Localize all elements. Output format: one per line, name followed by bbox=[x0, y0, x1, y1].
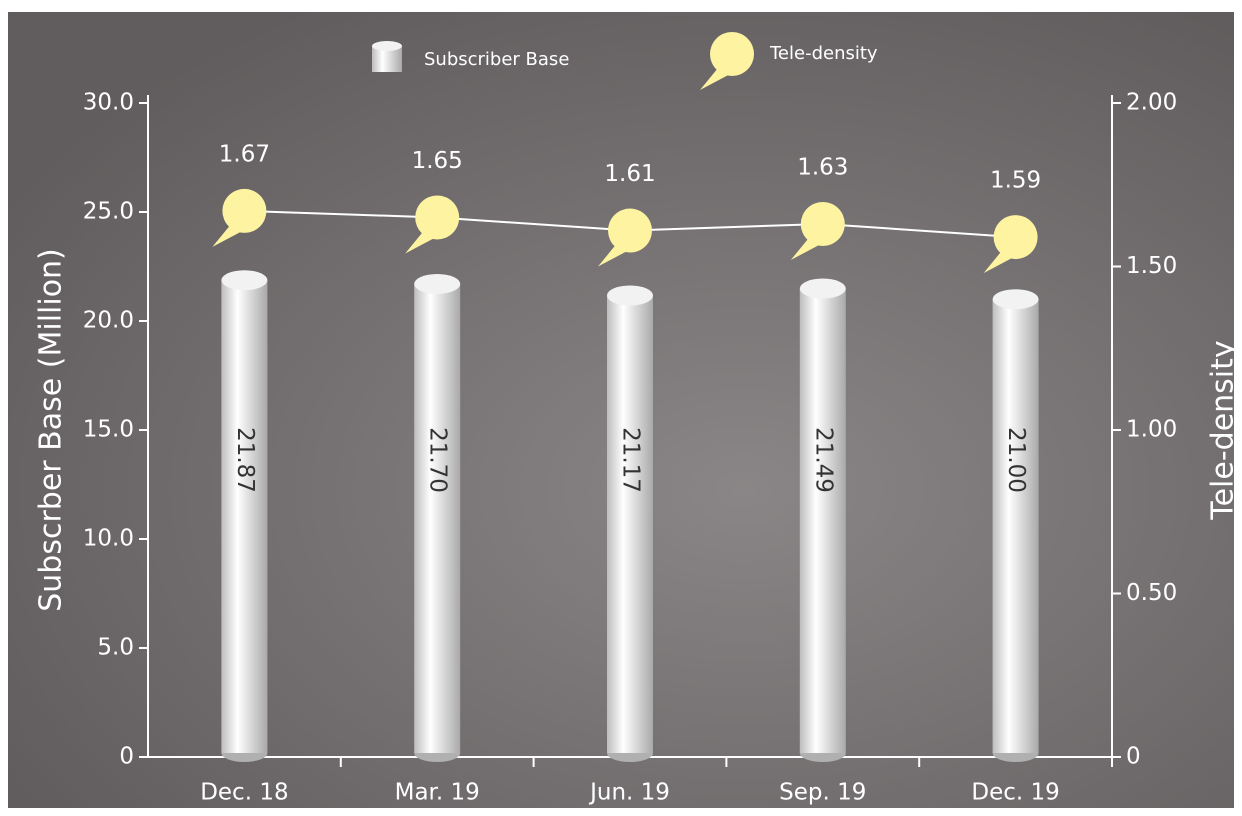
y-tick-label: 5.0 bbox=[97, 635, 134, 661]
cylinder-body bbox=[221, 280, 267, 753]
legend-swatch bbox=[372, 41, 402, 51]
cylinder-top bbox=[414, 274, 460, 294]
x-tick-label: Jun. 19 bbox=[588, 780, 670, 806]
bar-value-label: 21.17 bbox=[618, 427, 644, 493]
pin bbox=[415, 195, 459, 239]
y2-tick-label: 2.00 bbox=[1126, 90, 1177, 116]
bar-value-label: 21.00 bbox=[1003, 427, 1029, 493]
pin bbox=[801, 202, 845, 246]
x-tick-label: Sep. 19 bbox=[779, 780, 866, 806]
x-tick-label: Dec. 18 bbox=[200, 780, 288, 806]
cylinder-bar bbox=[414, 274, 460, 762]
y2-tick-label: 0 bbox=[1126, 744, 1141, 770]
cylinder-body bbox=[414, 284, 460, 753]
bar-value-label: 21.87 bbox=[232, 427, 258, 493]
cylinder-top bbox=[607, 285, 653, 305]
legend-label: Tele-density bbox=[769, 43, 878, 64]
legend-swatch bbox=[710, 32, 754, 76]
y2-tick-label: 1.50 bbox=[1126, 253, 1177, 279]
y-tick-label: 10.0 bbox=[83, 526, 134, 552]
cylinder-bar bbox=[800, 279, 846, 762]
cylinder-bar bbox=[607, 285, 653, 762]
cylinder-body bbox=[800, 289, 846, 753]
point-value-label: 1.59 bbox=[990, 168, 1041, 194]
bar-value-label: 21.70 bbox=[425, 427, 451, 493]
chart: Subscrber Base (Million) Tele-density 0 5… bbox=[0, 0, 1242, 816]
y-tick-label: 15.0 bbox=[83, 417, 134, 443]
y2-axis-title: Tele-density bbox=[1206, 340, 1241, 520]
x-tick-label: Dec. 19 bbox=[971, 780, 1059, 806]
y-tick-label: 25.0 bbox=[83, 199, 134, 225]
pin bbox=[994, 215, 1038, 259]
cylinder-body bbox=[607, 295, 653, 753]
bar-value-label: 21.49 bbox=[810, 427, 836, 493]
pin bbox=[222, 189, 266, 233]
y2-tick-label: 0.50 bbox=[1126, 580, 1177, 606]
cylinder-top bbox=[993, 289, 1039, 309]
legend-label: Subscriber Base bbox=[424, 49, 569, 70]
y-tick-label: 30.0 bbox=[83, 90, 134, 116]
cylinder-bar bbox=[993, 289, 1039, 762]
point-value-label: 1.61 bbox=[604, 161, 655, 187]
y-tick-label: 0 bbox=[119, 744, 134, 770]
pin bbox=[608, 209, 652, 253]
x-tick-label: Mar. 19 bbox=[395, 780, 480, 806]
point-value-label: 1.65 bbox=[412, 148, 463, 174]
cylinder-top bbox=[800, 279, 846, 299]
page: Subscrber Base (Million) Tele-density 0 5… bbox=[0, 0, 1242, 816]
y-tick-label: 20.0 bbox=[83, 308, 134, 334]
cylinder-bar bbox=[221, 270, 267, 762]
cylinder-top bbox=[221, 270, 267, 290]
point-value-label: 1.63 bbox=[797, 154, 848, 180]
y-axis-title: Subscrber Base (Million) bbox=[34, 248, 69, 612]
point-value-label: 1.67 bbox=[219, 141, 270, 167]
cylinder-body bbox=[993, 299, 1039, 753]
y2-tick-label: 1.00 bbox=[1126, 417, 1177, 443]
